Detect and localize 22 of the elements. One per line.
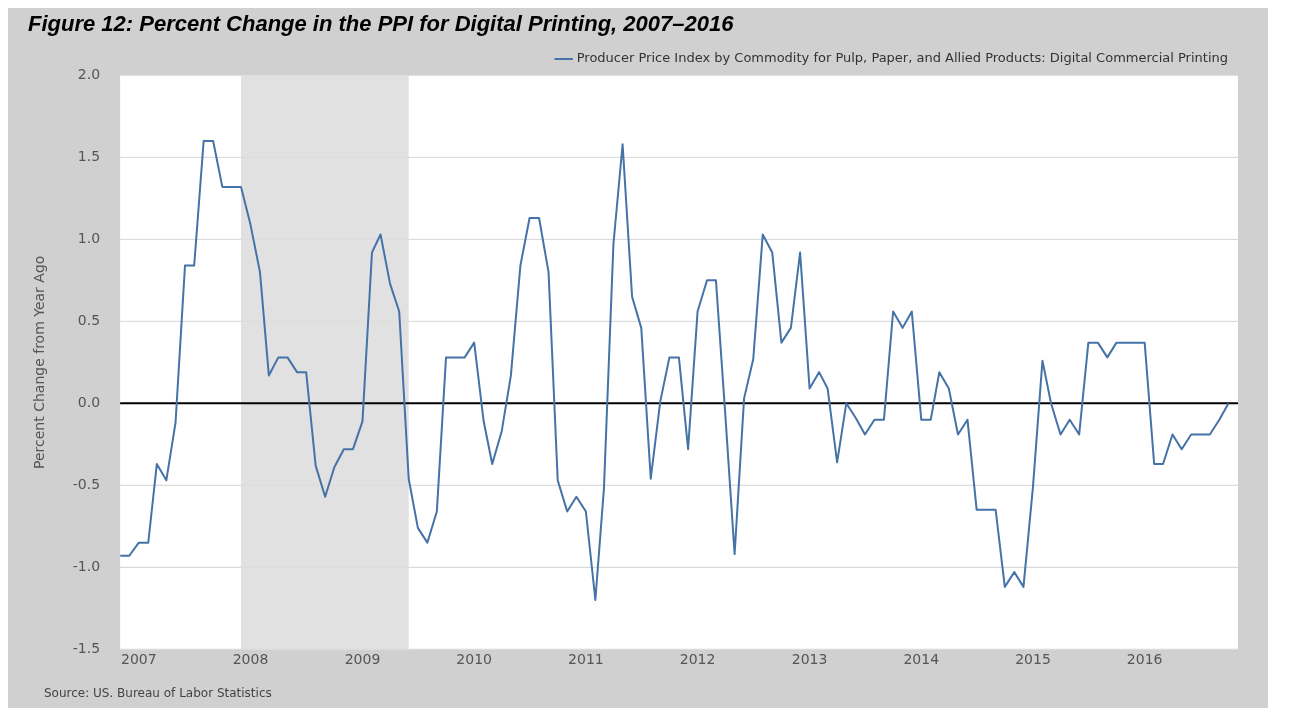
x-tick-label: 2015 bbox=[1015, 651, 1051, 668]
source-note: Source: US. Bureau of Labor Statistics bbox=[44, 686, 272, 701]
y-tick-label: 1.5 bbox=[77, 148, 101, 165]
y-tick-label: -0.5 bbox=[72, 475, 101, 492]
x-tick-label: 2010 bbox=[456, 651, 492, 668]
y-tick-label: 1.0 bbox=[77, 229, 101, 246]
y-tick-label: 0.0 bbox=[77, 393, 101, 410]
x-tick-label: 2008 bbox=[232, 651, 269, 668]
x-tick-label: 2007 bbox=[120, 651, 157, 668]
y-tick-label: 2.0 bbox=[77, 66, 101, 83]
y-axis-title: Percent Change from Year Ago bbox=[31, 255, 48, 469]
y-tick-label: -1.0 bbox=[72, 557, 101, 574]
x-tick-label: 2014 bbox=[903, 651, 940, 668]
x-tick-label: 2016 bbox=[1126, 651, 1163, 668]
y-tick-label: 0.5 bbox=[77, 311, 101, 328]
x-tick-label: 2012 bbox=[679, 651, 716, 668]
x-tick-label: 2011 bbox=[568, 651, 604, 668]
chart-title: Figure 12: Percent Change in the PPI for Digital Printing, 2007–2016 bbox=[28, 11, 735, 37]
y-tick-label: -1.5 bbox=[72, 639, 101, 656]
x-tick-label: 2013 bbox=[791, 651, 828, 668]
x-tick-label: 2009 bbox=[344, 651, 381, 668]
legend-label: Producer Price Index by Commodity for Pulp, Paper, and Allied Products: Digital Commercial Printing bbox=[576, 50, 1229, 66]
